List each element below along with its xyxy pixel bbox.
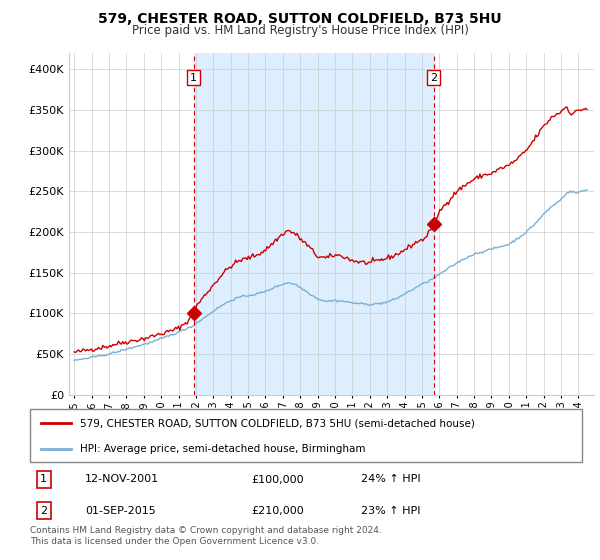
Text: 1: 1 <box>190 73 197 83</box>
Text: 579, CHESTER ROAD, SUTTON COLDFIELD, B73 5HU: 579, CHESTER ROAD, SUTTON COLDFIELD, B73… <box>98 12 502 26</box>
Text: 12-NOV-2001: 12-NOV-2001 <box>85 474 160 484</box>
Text: 2: 2 <box>430 73 437 83</box>
Text: Price paid vs. HM Land Registry's House Price Index (HPI): Price paid vs. HM Land Registry's House … <box>131 24 469 36</box>
Text: 2: 2 <box>40 506 47 516</box>
Text: 23% ↑ HPI: 23% ↑ HPI <box>361 506 421 516</box>
Bar <box>194 53 434 395</box>
Text: 1: 1 <box>40 474 47 484</box>
Text: £100,000: £100,000 <box>251 474 304 484</box>
Text: 24% ↑ HPI: 24% ↑ HPI <box>361 474 421 484</box>
Text: £210,000: £210,000 <box>251 506 304 516</box>
Text: 01-SEP-2015: 01-SEP-2015 <box>85 506 156 516</box>
Text: Contains HM Land Registry data © Crown copyright and database right 2024.
This d: Contains HM Land Registry data © Crown c… <box>30 526 382 546</box>
FancyBboxPatch shape <box>30 409 582 462</box>
Text: HPI: Average price, semi-detached house, Birmingham: HPI: Average price, semi-detached house,… <box>80 444 365 454</box>
Text: 579, CHESTER ROAD, SUTTON COLDFIELD, B73 5HU (semi-detached house): 579, CHESTER ROAD, SUTTON COLDFIELD, B73… <box>80 418 475 428</box>
